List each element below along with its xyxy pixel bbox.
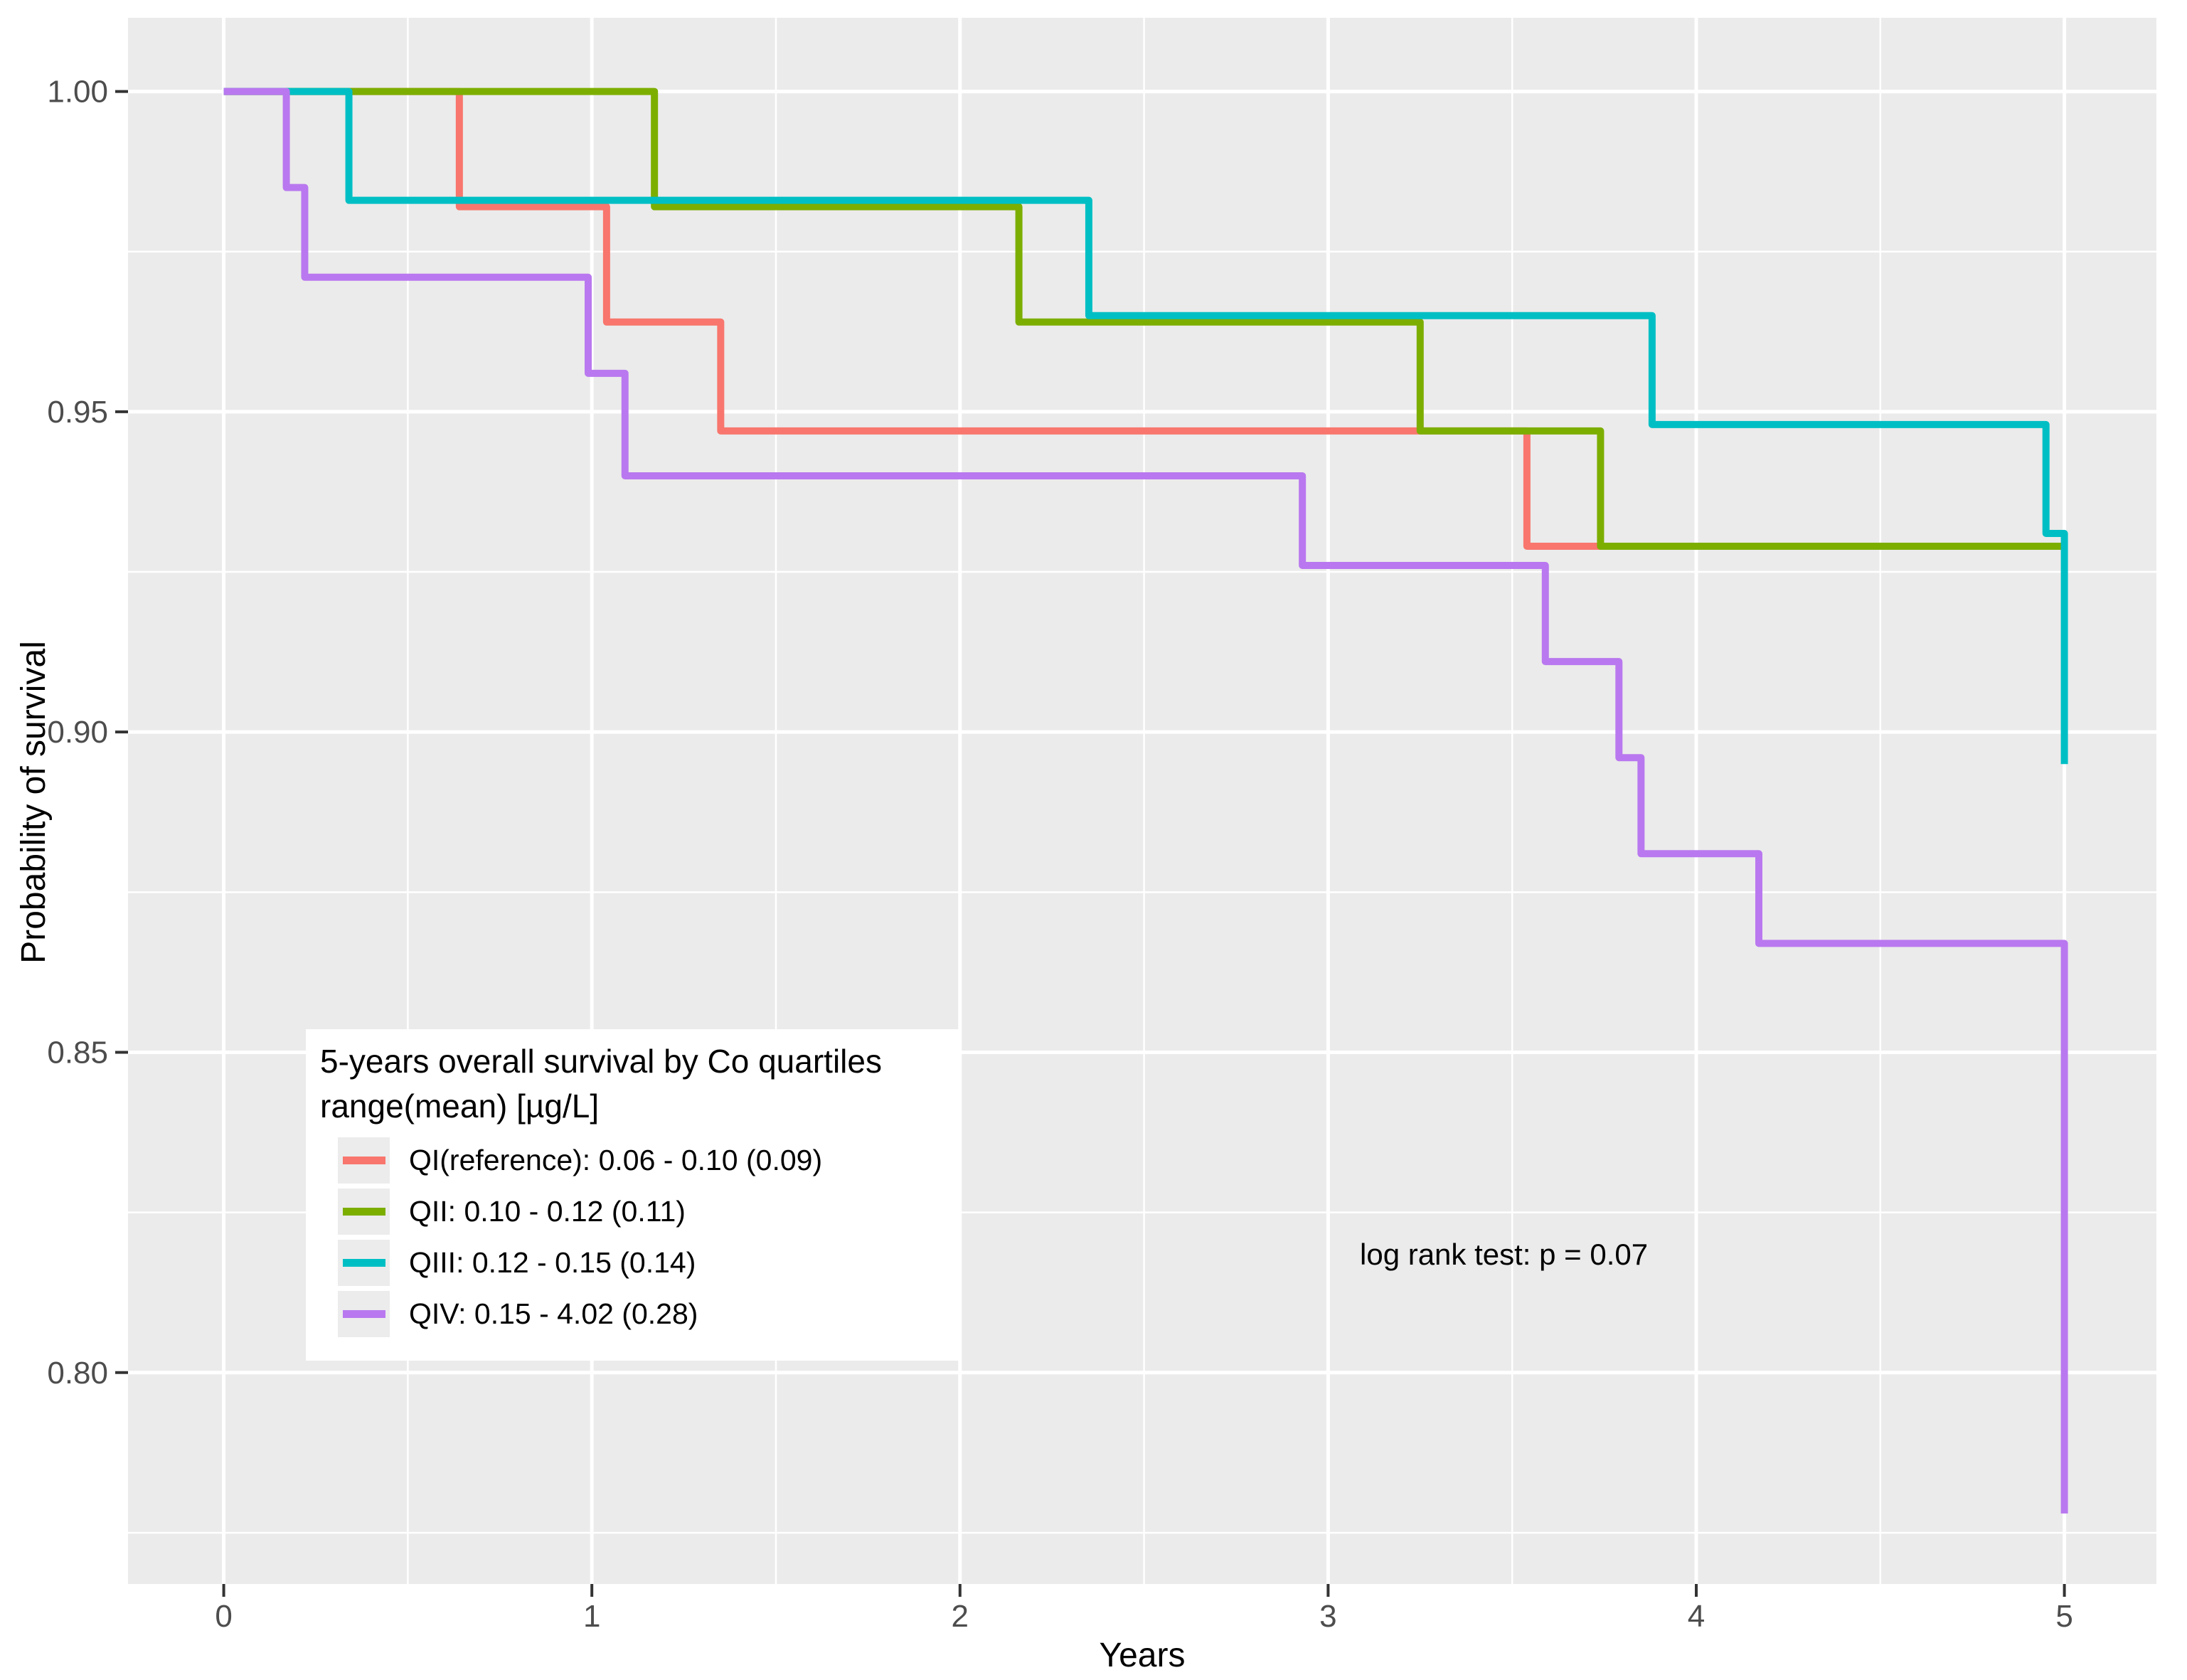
x-tick-label: 1 bbox=[583, 1599, 600, 1634]
legend-entry: QI(reference): 0.06 - 0.10 (0.09) bbox=[320, 1134, 962, 1186]
survival-curve-2 bbox=[223, 87, 2065, 551]
legend-entry: QIII: 0.12 - 0.15 (0.14) bbox=[320, 1237, 962, 1288]
legend-title-line2: range(mean) [µg/L] bbox=[320, 1088, 600, 1125]
survival-curve-3 bbox=[223, 87, 2068, 765]
legend-title: 5-years overall survival by Co quartiles… bbox=[320, 1039, 962, 1129]
x-tick-label: 4 bbox=[1688, 1599, 1705, 1634]
log-rank-annotation: log rank test: p = 0.07 bbox=[1360, 1238, 1649, 1271]
x-tick-label: 3 bbox=[1319, 1599, 1336, 1634]
legend-entry-label: QIII: 0.12 - 0.15 (0.14) bbox=[409, 1245, 696, 1279]
legend-entry: QIV: 0.15 - 4.02 (0.28) bbox=[320, 1288, 962, 1339]
legend-key-line-icon bbox=[342, 1258, 385, 1267]
legend-box: 5-years overall survival by Co quartiles… bbox=[306, 1029, 962, 1361]
y-tick-label: 0.95 bbox=[47, 395, 108, 430]
survival-curve-4 bbox=[223, 87, 2068, 1514]
legend-entry: QII: 0.10 - 0.12 (0.11) bbox=[320, 1186, 962, 1237]
y-axis-title: Probability of survival bbox=[15, 641, 53, 964]
legend-title-line1: 5-years overall survival by Co quartiles bbox=[320, 1043, 882, 1080]
legend-key bbox=[338, 1290, 390, 1337]
legend-key-line-icon bbox=[342, 1207, 385, 1216]
y-tick-label: 0.80 bbox=[47, 1356, 108, 1391]
x-tick-label: 5 bbox=[2055, 1599, 2072, 1634]
y-tick-label: 1.00 bbox=[47, 75, 108, 110]
survival-curve-1 bbox=[223, 87, 2065, 551]
x-tick-label: 0 bbox=[215, 1599, 232, 1634]
x-tick-label: 2 bbox=[952, 1599, 969, 1634]
legend-entries: QI(reference): 0.06 - 0.10 (0.09) QII: 0.… bbox=[320, 1134, 962, 1339]
legend-entry-label: QI(reference): 0.06 - 0.10 (0.09) bbox=[409, 1143, 823, 1176]
legend-key bbox=[338, 1239, 390, 1286]
legend-entry-label: QII: 0.10 - 0.12 (0.11) bbox=[409, 1194, 686, 1228]
legend-entry-label: QIV: 0.15 - 4.02 (0.28) bbox=[409, 1297, 698, 1330]
legend-key bbox=[338, 1188, 390, 1235]
legend-key bbox=[338, 1137, 390, 1184]
y-tick-label: 0.90 bbox=[47, 715, 108, 750]
legend-key-line-icon bbox=[342, 1309, 385, 1318]
y-tick-label: 0.85 bbox=[47, 1035, 108, 1070]
x-axis-title: Years bbox=[1099, 1637, 1186, 1674]
legend-key-line-icon bbox=[342, 1156, 385, 1164]
